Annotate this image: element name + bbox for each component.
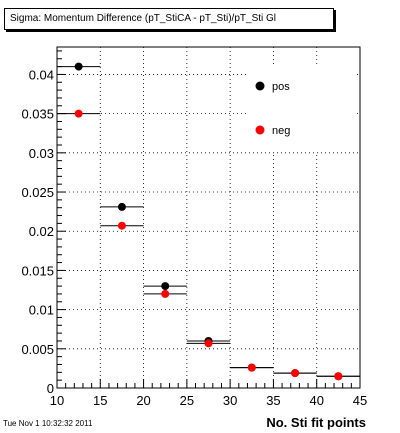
pos-point: [74, 62, 83, 71]
grid-lines: [57, 47, 360, 388]
neg-point: [161, 289, 170, 298]
neg-point: [117, 221, 126, 230]
y-axis-ticks: 0 0.005 0.01 0.015 0.02 0.025 0.03 0.035 0.04: [21, 50, 66, 396]
pos-point: [161, 282, 170, 291]
y-tick-label: 0.035: [21, 107, 54, 122]
neg-point: [74, 109, 83, 118]
legend: pos neg: [255, 81, 290, 137]
x-tick-label: 15: [93, 393, 107, 408]
y-tick-label: 0.04: [29, 67, 54, 82]
neg-point: [204, 339, 213, 348]
timestamp: Tue Nov 1 10:32:32 2011: [3, 419, 93, 428]
y-tick-label: 0.01: [29, 303, 54, 318]
series-neg: [57, 109, 360, 381]
legend-box: [249, 66, 357, 152]
y-tick-label: 0: [47, 381, 54, 396]
x-tick-label: 45: [353, 393, 367, 408]
y-tick-label: 0.015: [21, 263, 54, 278]
chart-title: Sigma: Momentum Difference (pT_StiCA - p…: [4, 8, 334, 30]
neg-point: [247, 363, 256, 372]
legend-marker-neg: [255, 125, 265, 135]
y-tick-label: 0.025: [21, 185, 54, 200]
x-tick-label: 35: [266, 393, 280, 408]
legend-marker-pos: [255, 81, 265, 91]
y-tick-label: 0.02: [29, 224, 54, 239]
legend-label-pos: pos: [272, 81, 290, 93]
neg-point: [291, 369, 300, 378]
y-tick-label: 0.005: [21, 342, 54, 357]
x-tick-label: 20: [136, 393, 150, 408]
x-tick-label: 30: [223, 393, 237, 408]
x-tick-label: 40: [309, 393, 323, 408]
x-axis-ticks: 10 15 20 25 30 35 40 45: [50, 379, 367, 408]
data-series: [57, 62, 360, 381]
legend-label-neg: neg: [272, 125, 290, 137]
y-tick-label: 0.03: [29, 146, 54, 161]
x-tick-label: 10: [50, 393, 64, 408]
neg-point: [334, 372, 343, 381]
pos-point: [117, 202, 126, 211]
x-axis-label: No. Sti fit points: [266, 415, 366, 430]
x-tick-label: 25: [180, 393, 194, 408]
